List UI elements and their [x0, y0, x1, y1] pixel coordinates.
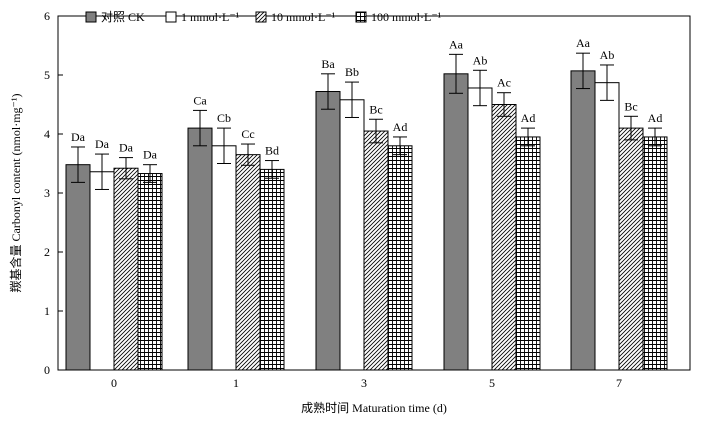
bar-s2-c0	[113, 167, 139, 371]
x-tick-label-1: 1	[233, 376, 239, 390]
x-axis-label: 成熟时间 Maturation time (d)	[301, 400, 447, 415]
bar-s1-c1	[211, 145, 237, 371]
data-label-s3-c1: Bd	[265, 144, 279, 158]
bar-s0-c4	[570, 70, 596, 371]
plot-area: 0 1 2 3 4 5 6 0 1 3 5 7 Da Ca Ba Aa Aa Da Cb Bb Ab Ab Da Cc Bc Ac…	[44, 9, 691, 390]
legend-swatch-1	[165, 11, 177, 23]
data-label-s1-c0: Da	[95, 137, 110, 151]
data-label-s1-c1: Cb	[217, 111, 231, 125]
bar-s3-c4	[642, 136, 668, 371]
data-label-s3-c0: Da	[143, 148, 158, 162]
legend-label-0: 对照 CK	[101, 10, 145, 24]
legend-swatch-3	[355, 11, 367, 23]
data-label-s3-c4: Ad	[648, 111, 663, 125]
data-label-s0-c0: Da	[71, 130, 86, 144]
bar-s2-c4	[618, 127, 644, 371]
bar-s0-c1	[187, 127, 213, 371]
bar-s3-c1	[259, 168, 285, 371]
data-label-s2-c3: Ac	[497, 76, 511, 90]
legend-label-1: 1 mmol·L⁻¹	[181, 10, 240, 24]
y-tick-label-4: 4	[44, 127, 50, 141]
data-label-s1-c4: Ab	[600, 48, 615, 62]
x-tick-label-2: 3	[361, 376, 367, 390]
data-label-s3-c3: Ad	[521, 111, 536, 125]
bar-s2-c2	[363, 130, 389, 371]
data-label-s1-c3: Ab	[473, 53, 488, 67]
y-axis-label: 羰基含量 Carbonyl content (nmol·mg⁻¹)	[8, 94, 23, 293]
y-tick-label-0: 0	[44, 363, 50, 377]
bar-s3-c3	[515, 136, 541, 371]
legend-label-2: 10 mmol·L⁻¹	[271, 10, 336, 24]
legend-swatch-2	[255, 11, 267, 23]
data-label-s0-c4: Aa	[576, 36, 591, 50]
data-label-s3-c2: Ad	[393, 120, 408, 134]
bar-s3-c0	[137, 173, 163, 371]
bar-s1-c4	[594, 82, 620, 371]
data-label-s0-c1: Ca	[193, 93, 207, 107]
bar-s3-c2	[387, 145, 413, 371]
data-label-s2-c2: Bc	[369, 102, 382, 116]
y-tick-label-5: 5	[44, 68, 50, 82]
bar-s0-c3	[443, 73, 469, 371]
bar-s1-c2	[339, 99, 365, 371]
bar-s1-c3	[467, 87, 493, 371]
bar-s1-c0	[89, 171, 115, 371]
y-tick-label-6: 6	[44, 9, 50, 23]
x-tick-label-4: 7	[616, 376, 622, 390]
data-label-s1-c2: Bb	[345, 65, 359, 79]
bar-s0-c0	[65, 164, 91, 371]
bar-s2-c1	[235, 154, 261, 371]
y-tick-label-1: 1	[44, 304, 50, 318]
data-label-s0-c3: Aa	[449, 37, 464, 51]
bar-s2-c3	[491, 104, 517, 371]
data-label-s2-c1: Cc	[241, 127, 254, 141]
data-label-s2-c0: Da	[119, 141, 134, 155]
data-label-s0-c2: Ba	[321, 57, 335, 71]
legend: 对照 CK 1 mmol·L⁻¹ 10 mmol·L⁻¹ 100 mmol·L⁻¹	[85, 10, 442, 24]
x-tick-label-0: 0	[111, 376, 117, 390]
bar-s0-c2	[315, 91, 341, 371]
y-tick-label-2: 2	[44, 245, 50, 259]
data-label-s2-c4: Bc	[624, 99, 637, 113]
legend-swatch-0	[85, 11, 97, 23]
legend-label-3: 100 mmol·L⁻¹	[371, 10, 442, 24]
y-tick-label-3: 3	[44, 186, 50, 200]
x-tick-label-3: 5	[489, 376, 495, 390]
